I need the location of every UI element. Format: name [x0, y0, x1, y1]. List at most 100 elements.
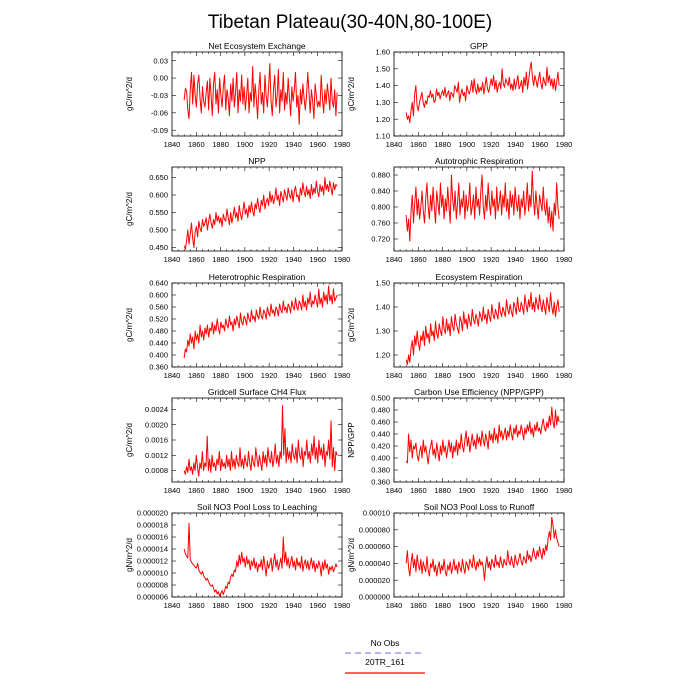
y-tick-label: 0.000008	[137, 581, 168, 590]
x-tick-label: 1860	[188, 255, 205, 264]
x-tick-label: 1900	[459, 140, 476, 149]
y-tick-label: 0.640	[149, 279, 168, 288]
y-axis-label: gC/m^2/d	[125, 423, 134, 457]
panel-net-ecosystem-exchange: Net Ecosystem Exchange 1840 1860 1880 1900 19…	[125, 41, 350, 149]
x-tick-label: 1880	[434, 601, 451, 610]
panel-title: GPP	[470, 41, 488, 51]
legend-label-20tr-161: 20TR_161	[365, 657, 405, 667]
x-tick-label: 1880	[212, 601, 229, 610]
y-tick-label: 0.500	[149, 226, 168, 235]
y-tick-label: 1.30	[375, 98, 390, 107]
x-tick-label: 1960	[531, 486, 548, 495]
x-tick-label: 1880	[212, 255, 229, 264]
panel-title: Soil NO3 Pool Loss to Runoff	[424, 502, 535, 512]
x-tick-label: 1900	[459, 255, 476, 264]
series-line	[405, 170, 560, 242]
x-tick-label: 1940	[285, 601, 302, 610]
y-tick-label: 0.400	[149, 351, 168, 360]
y-tick-label: 0.880	[371, 171, 390, 180]
x-tick-label: 1920	[483, 255, 500, 264]
x-tick-label: 1840	[164, 486, 181, 495]
plot-frame	[171, 166, 343, 252]
panel-title: Carbon Use Efficiency (NPP/GPP)	[414, 387, 544, 397]
series-line	[183, 405, 338, 477]
x-tick-label: 1960	[531, 601, 548, 610]
series-line	[183, 522, 338, 597]
x-tick-label: 1900	[237, 371, 254, 380]
x-tick-label: 1880	[212, 140, 229, 149]
panel-title: Heterotrophic Respiration	[209, 272, 306, 282]
x-tick-label: 1860	[410, 601, 427, 610]
y-tick-label: 0.720	[371, 235, 390, 244]
x-tick-label: 1840	[386, 255, 403, 264]
y-tick-label: 0.000080	[359, 525, 390, 534]
x-tick-label: 1860	[410, 140, 427, 149]
y-tick-label: 0.000016	[137, 533, 168, 542]
x-tick-label: 1920	[483, 601, 500, 610]
y-tick-label: 0.440	[371, 430, 390, 439]
y-tick-label: 0.000014	[137, 545, 168, 554]
x-tick-label: 1880	[434, 486, 451, 495]
y-axis-label: gN/m^2/d	[125, 538, 134, 572]
x-tick-label: 1960	[531, 371, 548, 380]
y-tick-label: 1.50	[375, 64, 390, 73]
y-tick-label: -0.06	[151, 108, 168, 117]
y-tick-label: 0.480	[371, 406, 390, 415]
panel-title: Ecosystem Respiration	[436, 272, 523, 282]
y-axis-label: gC/m^2/d	[125, 77, 134, 111]
panel-ecosystem-respiration: Ecosystem Respiration 1840 1860 1880 1900 192…	[347, 272, 572, 380]
y-axis-label: NPP/GPP	[347, 422, 356, 458]
y-tick-label: 0.560	[149, 303, 168, 312]
x-tick-label: 1980	[334, 601, 351, 610]
series-line	[183, 63, 338, 125]
y-tick-label: 0.000040	[359, 559, 390, 568]
panel-heterotrophic-respiration: Heterotrophic Respiration 1840 1860 1880 190…	[125, 272, 350, 380]
y-tick-label: 0.00	[153, 74, 168, 83]
y-tick-label: 0.000006	[137, 593, 168, 602]
panel-soil-no3-pool-loss-to-runoff: Soil NO3 Pool Loss to Runoff 1840 1860 1880…	[347, 502, 572, 610]
main-title: Tibetan Plateau(30-40N,80-100E)	[208, 12, 492, 33]
y-tick-label: 0.360	[149, 363, 168, 372]
y-tick-label: 1.50	[375, 279, 390, 288]
y-tick-label: 1.20	[375, 351, 390, 360]
x-tick-label: 1980	[556, 601, 573, 610]
x-tick-label: 1880	[434, 255, 451, 264]
y-tick-label: 0.840	[371, 187, 390, 196]
x-tick-label: 1840	[164, 255, 181, 264]
x-tick-label: 1940	[507, 371, 524, 380]
y-tick-label: 0.000020	[137, 509, 168, 518]
panel-title: Gridcell Surface CH4 Flux	[208, 387, 307, 397]
y-tick-label: 0.0020	[145, 420, 168, 429]
y-axis-label: gC/m^2/d	[347, 308, 356, 342]
panel-title: NPP	[248, 156, 266, 166]
panel-gridcell-surface-ch4-flux: Gridcell Surface CH4 Flux 1840 1860 1880 190…	[125, 387, 350, 495]
x-tick-label: 1980	[334, 486, 351, 495]
x-tick-label: 1960	[309, 371, 326, 380]
series-line	[405, 406, 560, 465]
x-tick-label: 1920	[261, 601, 278, 610]
y-tick-label: 0.480	[149, 327, 168, 336]
x-tick-label: 1920	[261, 140, 278, 149]
series-line	[405, 61, 560, 124]
y-tick-label: 0.600	[149, 291, 168, 300]
panel-autotrophic-respiration: Autotrophic Respiration 1840 1860 1880 1900 1…	[371, 156, 572, 264]
series-line	[405, 516, 560, 581]
x-tick-label: 1960	[309, 140, 326, 149]
y-tick-label: 1.40	[375, 303, 390, 312]
x-tick-label: 1980	[556, 486, 573, 495]
x-tick-label: 1920	[261, 255, 278, 264]
x-tick-label: 1920	[483, 371, 500, 380]
y-tick-label: 0.000010	[137, 569, 168, 578]
x-tick-label: 1840	[164, 371, 181, 380]
x-tick-label: 1860	[188, 601, 205, 610]
y-axis-label: gN/m^2/d	[347, 538, 356, 572]
y-tick-label: 1.20	[375, 115, 390, 124]
x-tick-label: 1900	[459, 486, 476, 495]
y-tick-label: 0.0012	[145, 451, 168, 460]
y-tick-label: 1.10	[375, 132, 390, 141]
x-tick-label: 1880	[212, 486, 229, 495]
y-tick-label: 0.800	[371, 203, 390, 212]
x-tick-label: 1940	[507, 255, 524, 264]
y-tick-label: 0.550	[149, 208, 168, 217]
x-tick-label: 1900	[459, 371, 476, 380]
